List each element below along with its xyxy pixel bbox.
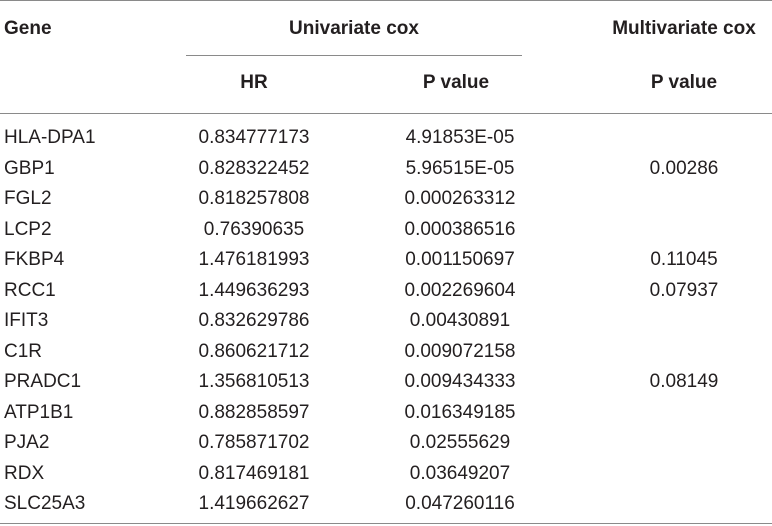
header-univariate: Univariate cox — [289, 18, 419, 39]
p-value-univariate-cell: 0.00430891 — [409, 310, 511, 331]
p-value-univariate-cell: 0.02555629 — [409, 432, 511, 453]
hr-cell: 0.818257808 — [198, 188, 310, 209]
hr-cell: 0.860621712 — [198, 341, 310, 362]
top-rule — [0, 0, 772, 1]
header-multivariate: Multivariate cox — [612, 18, 756, 39]
gene-cell: RDX — [4, 463, 45, 484]
gene-cell: IFIT3 — [4, 310, 49, 331]
hr-cell: 0.785871702 — [198, 432, 310, 453]
p-value-multivariate-cell: 0.07937 — [649, 280, 719, 301]
gene-cell: C1R — [4, 341, 43, 362]
hr-cell: 1.356810513 — [198, 371, 310, 392]
header-p-value-univariate: P value — [422, 72, 490, 93]
p-value-univariate-cell: 0.009072158 — [404, 341, 516, 362]
p-value-univariate-cell: 0.002269604 — [404, 280, 516, 301]
p-value-univariate-cell: 0.000263312 — [404, 188, 516, 209]
p-value-univariate-cell: 0.03649207 — [409, 463, 511, 484]
p-value-univariate-cell: 0.001150697 — [405, 249, 515, 270]
bottom-rule — [0, 523, 772, 524]
p-value-univariate-cell: 0.016349185 — [404, 402, 516, 423]
header-hr: HR — [240, 72, 268, 93]
p-value-multivariate-cell: 0.00286 — [649, 158, 719, 179]
hr-cell: 0.882858597 — [198, 402, 310, 423]
p-value-multivariate-cell: 0.11045 — [650, 249, 718, 270]
gene-cell: PRADC1 — [4, 371, 82, 392]
gene-cell: GBP1 — [4, 158, 55, 179]
hr-cell: 0.817469181 — [198, 463, 310, 484]
hr-cell: 0.76390635 — [203, 219, 305, 240]
header-gene: Gene — [4, 18, 52, 39]
hr-cell: 1.449636293 — [198, 280, 310, 301]
header-rule — [0, 113, 772, 114]
gene-cell: PJA2 — [4, 432, 50, 453]
gene-cell: FGL2 — [4, 188, 52, 209]
hr-cell: 0.828322452 — [198, 158, 310, 179]
header-p-value-multivariate: P value — [650, 72, 718, 93]
p-value-multivariate-cell: 0.08149 — [649, 371, 719, 392]
p-value-univariate-cell: 0.009434333 — [404, 371, 516, 392]
gene-cell: FKBP4 — [4, 249, 65, 270]
hr-cell: 1.419662627 — [198, 493, 310, 514]
gene-cell: RCC1 — [4, 280, 56, 301]
gene-cell: LCP2 — [4, 219, 52, 240]
gene-cell: ATP1B1 — [4, 402, 74, 423]
p-value-univariate-cell: 5.96515E-05 — [405, 158, 515, 179]
hr-cell: 0.834777173 — [198, 127, 310, 148]
hr-cell: 0.832629786 — [198, 310, 310, 331]
univariate-subrule — [186, 55, 522, 56]
p-value-univariate-cell: 0.047260116 — [405, 493, 515, 514]
p-value-univariate-cell: 0.000386516 — [404, 219, 516, 240]
gene-cell: SLC25A3 — [4, 493, 86, 514]
gene-cell: HLA-DPA1 — [4, 127, 96, 148]
hr-cell: 1.476181993 — [198, 249, 310, 270]
p-value-univariate-cell: 4.91853E-05 — [405, 127, 515, 148]
